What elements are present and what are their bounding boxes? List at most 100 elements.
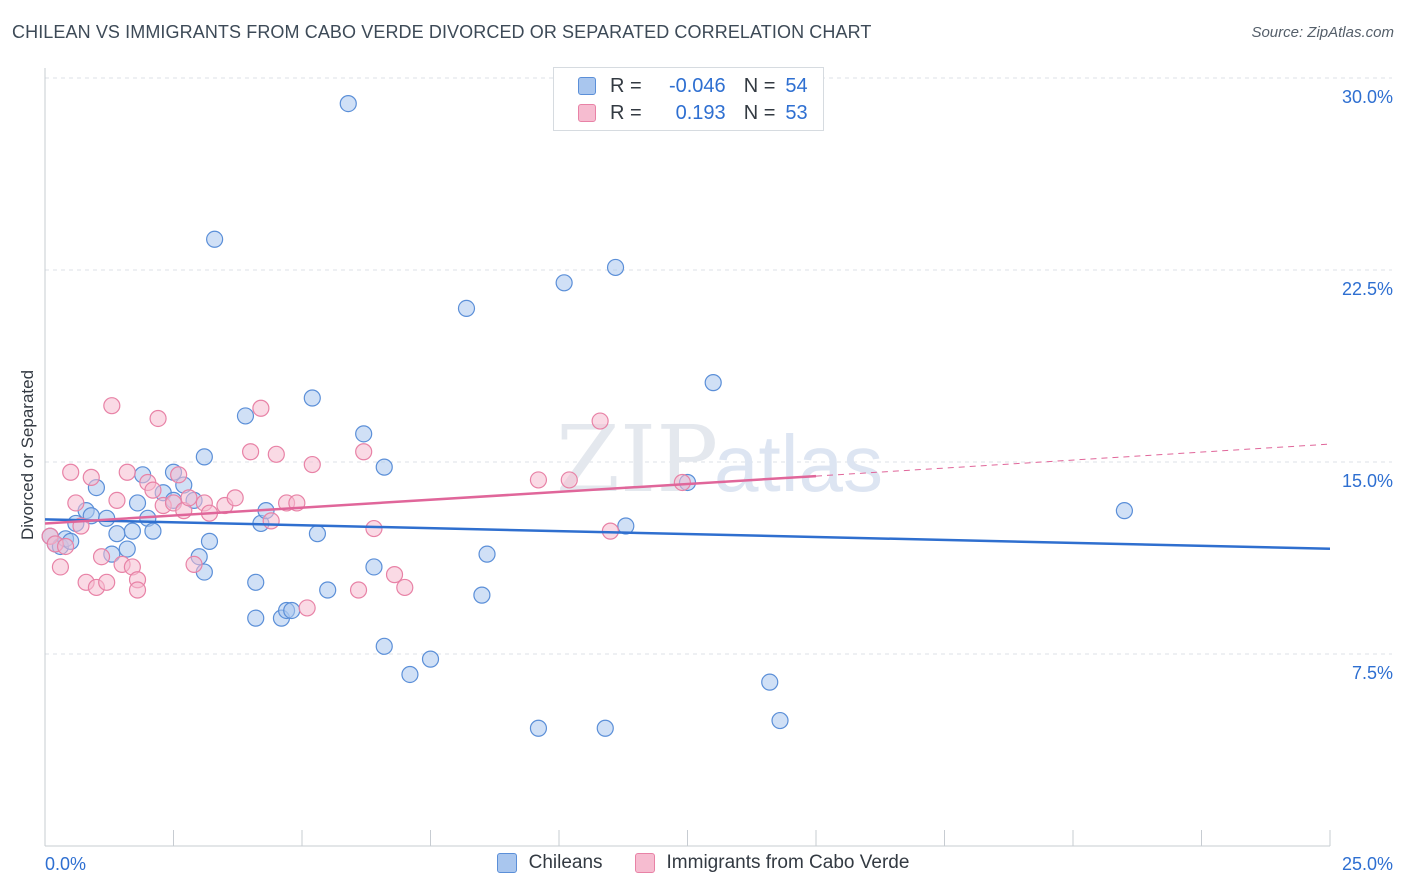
n-value-chileans: 54: [785, 74, 808, 97]
data-point-chileans: [596, 719, 614, 737]
data-point-cabo-verde: [396, 578, 414, 597]
trend-line-chileans: [44, 518, 1331, 551]
legend-label-chileans: Chileans: [528, 852, 603, 873]
data-point-chileans: [1115, 502, 1134, 520]
y-tick-label: 30.0%: [1342, 87, 1393, 107]
data-point-cabo-verde: [98, 573, 116, 591]
y-axis-label: Divorced or Separated: [18, 369, 37, 541]
data-point-cabo-verde: [252, 399, 270, 417]
data-point-cabo-verde: [128, 581, 147, 599]
data-point-chileans: [247, 609, 265, 627]
r-value-chileans: -0.046: [668, 74, 726, 97]
data-point-chileans: [401, 665, 419, 684]
data-point-cabo-verde: [170, 466, 188, 484]
n-label: N =: [743, 74, 776, 97]
data-point-cabo-verde: [82, 468, 100, 486]
data-point-cabo-verde: [67, 494, 85, 512]
data-point-chileans: [555, 274, 573, 292]
y-tick-label: 7.5%: [1352, 663, 1393, 683]
data-point-chileans: [144, 522, 162, 540]
data-point-chileans: [236, 407, 255, 425]
pink-swatch: [578, 104, 596, 122]
data-point-chileans: [283, 601, 301, 620]
y-tick-label: 15.0%: [1342, 471, 1393, 491]
data-point-cabo-verde: [267, 445, 285, 463]
axes: [44, 68, 1331, 847]
data-point-cabo-verde: [673, 473, 691, 492]
data-point-cabo-verde: [149, 409, 167, 428]
legend-item-chileans[interactable]: Chileans: [496, 852, 603, 874]
source-label: Source: ZipAtlas.com: [1251, 24, 1394, 41]
grid-lines: [45, 77, 1392, 655]
trend-line-cabo-verde: [44, 474, 817, 525]
data-point-cabo-verde: [51, 558, 70, 576]
x-tick-label: 25.0%: [1342, 854, 1393, 874]
legend-row-cabo-verde: R = 0.193 N = 53: [578, 101, 808, 125]
data-point-chileans: [195, 448, 213, 466]
pink-swatch: [634, 853, 655, 873]
legend-item-cabo-verde[interactable]: Immigrants from Cabo Verde: [634, 852, 910, 874]
data-point-cabo-verde: [56, 537, 75, 556]
data-point-cabo-verde: [355, 443, 373, 461]
stats-legend: R = -0.046 N = 54 R = 0.193 N = 53: [553, 67, 824, 131]
data-point-cabo-verde: [529, 471, 548, 489]
data-point-chileans: [308, 525, 327, 543]
blue-swatch: [578, 77, 596, 95]
blue-swatch: [496, 853, 517, 873]
trend-line-cabo-verde: [815, 443, 1331, 477]
data-point-cabo-verde: [180, 489, 198, 507]
data-point-chileans: [200, 532, 219, 550]
data-point-cabo-verde: [365, 519, 383, 538]
data-point-chileans: [128, 494, 147, 512]
watermark-zip: ZIP: [556, 406, 718, 513]
data-point-chileans: [771, 711, 789, 730]
data-point-chileans: [457, 299, 476, 317]
data-point-chileans: [118, 540, 136, 558]
data-point-chileans: [421, 650, 440, 668]
data-point-cabo-verde: [226, 489, 244, 507]
data-point-chileans: [606, 258, 625, 277]
trend-lines: [44, 443, 1331, 551]
data-point-chileans: [355, 425, 373, 443]
tick-labels: 7.5% 15.0% 22.5% 30.0% 0.0% 25.0%: [45, 87, 1393, 874]
data-point-cabo-verde: [118, 463, 136, 481]
data-point-chileans: [478, 545, 496, 563]
data-point-cabo-verde: [298, 599, 316, 617]
data-point-cabo-verde: [591, 412, 609, 430]
data-point-chileans: [123, 522, 141, 540]
n-label: N =: [743, 101, 776, 124]
data-point-chileans: [339, 94, 357, 113]
data-point-chileans: [319, 581, 337, 599]
chart-title: CHILEAN VS IMMIGRANTS FROM CABO VERDE DI…: [12, 22, 872, 42]
data-point-chileans: [704, 374, 722, 392]
series-legend: Chileans Immigrants from Cabo Verde: [0, 852, 1406, 874]
data-point-cabo-verde: [242, 443, 260, 461]
data-point-cabo-verde: [62, 463, 80, 481]
data-point-chileans: [108, 525, 126, 543]
y-tick-label: 22.5%: [1342, 279, 1393, 299]
data-point-chileans: [473, 586, 491, 604]
legend-label-cabo-verde: Immigrants from Cabo Verde: [666, 852, 910, 873]
data-point-cabo-verde: [144, 481, 162, 499]
data-point-chileans: [617, 517, 635, 535]
x-tick-label: 0.0%: [45, 854, 86, 874]
data-point-chileans: [206, 230, 224, 248]
data-point-cabo-verde: [349, 581, 368, 599]
data-point-chileans: [247, 573, 265, 591]
n-value-cabo-verde: 53: [785, 101, 808, 124]
data-point-cabo-verde: [262, 512, 280, 530]
data-point-cabo-verde: [103, 397, 121, 415]
data-point-chileans: [365, 558, 383, 576]
data-point-chileans: [375, 458, 393, 476]
legend-row-chileans: R = -0.046 N = 54: [578, 74, 808, 98]
data-point-chileans: [761, 673, 779, 691]
data-point-cabo-verde: [92, 548, 111, 566]
r-value-cabo-verde: 0.193: [675, 101, 726, 124]
data-point-cabo-verde: [303, 455, 321, 474]
watermark-atlas: atlas: [714, 419, 883, 508]
data-point-chileans: [375, 637, 393, 655]
data-point-chileans: [303, 389, 321, 407]
data-point-cabo-verde: [185, 555, 203, 574]
data-point-chileans: [529, 719, 548, 737]
r-label: R =: [610, 101, 642, 124]
